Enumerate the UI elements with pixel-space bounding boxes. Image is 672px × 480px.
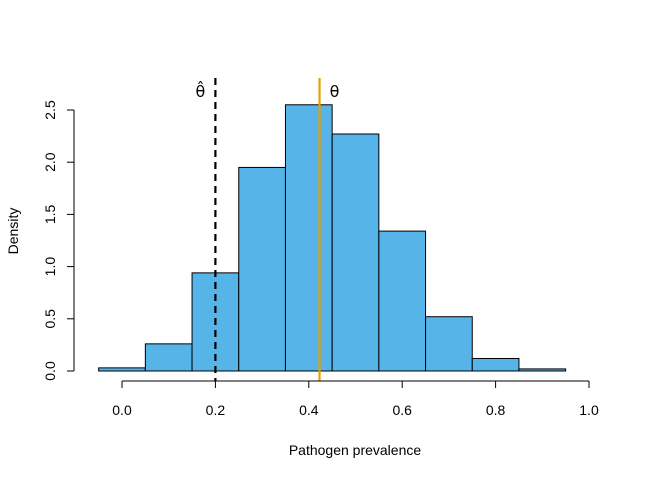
reference-label-2: θ [330,82,340,101]
histogram-bar-1 [98,367,146,372]
x-tick-label-1: 0.2 [206,402,226,418]
y-tick-label-3: 1.5 [42,204,58,224]
y-tick-label-0: 0.0 [42,361,58,381]
x-tick-label-2: 0.4 [299,402,319,418]
histogram-bar-10 [518,368,567,372]
reference-lines [214,78,321,381]
reference-labels: θ̂ θ [196,81,340,101]
histogram-bar-5 [284,104,333,372]
y-tick-label-1: 0.5 [42,309,58,329]
histogram-bar-4 [238,166,286,372]
y-axis-title: Density [5,208,21,255]
histogram-bar-8 [425,316,473,372]
x-axis-ticks: 0.0 0.2 0.4 0.6 0.8 1.0 [112,381,599,418]
y-axis-ticks: 0.0 0.5 1.0 1.5 2.0 2.5 [42,100,74,381]
histogram-bar-9 [471,357,520,372]
reference-label-1: θ̂ [196,81,206,101]
histogram-bar-7 [378,230,427,372]
y-tick-label-5: 2.5 [42,100,58,120]
x-tick-label-4: 0.8 [486,402,506,418]
x-tick-label-5: 1.0 [579,402,599,418]
histogram-bar-2 [144,343,193,372]
x-tick-label-3: 0.6 [392,402,412,418]
x-axis-title: Pathogen prevalence [289,442,422,458]
y-tick-label-4: 2.0 [42,152,58,172]
x-tick-label-0: 0.0 [112,402,132,418]
histogram-bar-6 [331,133,380,372]
histogram-bars [98,104,567,372]
y-tick-label-2: 1.0 [42,257,58,277]
